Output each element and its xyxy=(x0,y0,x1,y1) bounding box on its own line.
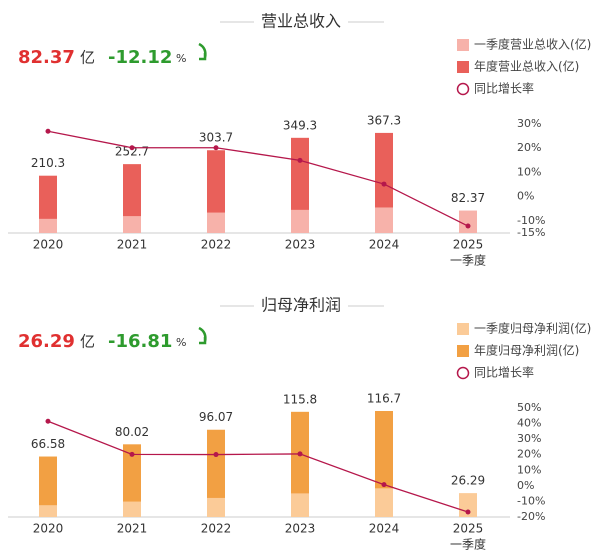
value-label: 210.3 xyxy=(31,156,65,170)
y2-tick-label: 40% xyxy=(517,417,541,430)
growth-point xyxy=(297,157,303,163)
growth-line xyxy=(47,130,469,227)
x-tick-label: 2025 xyxy=(453,522,484,536)
legend-label: 一季度归母净利润(亿) xyxy=(474,321,591,336)
down-arrow xyxy=(198,42,207,61)
x-tick-label: 2022 xyxy=(201,522,232,536)
y2-tick-label: 10% xyxy=(517,463,541,476)
bar xyxy=(207,429,225,517)
legend-swatch xyxy=(457,39,469,51)
y2-tick-label: -20% xyxy=(517,510,545,523)
x-tick-label: 2020 xyxy=(33,522,64,536)
headline-unit: 亿 xyxy=(80,49,95,67)
bar xyxy=(123,501,141,517)
bar xyxy=(207,212,225,233)
chart-0: 营业总收入 82.37 亿 -12.12 % 一季度营业总收入(亿) 年度营业总收入(亿) 同… xyxy=(8,12,591,268)
legend-label: 年度营业总收入(亿) xyxy=(474,59,579,74)
x-tick-label: 2023 xyxy=(285,522,316,536)
bar xyxy=(375,488,393,517)
growth-point xyxy=(381,482,387,488)
growth-point xyxy=(297,451,303,457)
y2-tick-label: -15% xyxy=(517,226,545,239)
y2-tick-label: 0% xyxy=(517,479,534,492)
x-tick-label: 2020 xyxy=(33,238,64,252)
headline-value: 26.29 xyxy=(18,331,75,352)
growth-point xyxy=(129,145,135,151)
legend-swatch xyxy=(457,345,469,357)
value-label: 116.7 xyxy=(367,391,401,405)
value-label: 80.02 xyxy=(115,425,149,439)
bar xyxy=(291,493,309,517)
x-tick-label: 2022 xyxy=(201,238,232,252)
value-label: 115.8 xyxy=(283,392,317,406)
headline-change-unit: % xyxy=(176,336,186,349)
growth-point xyxy=(213,145,219,151)
bar xyxy=(291,209,309,233)
growth-line xyxy=(47,420,469,513)
chart-1: 归母净利润 26.29 亿 -16.81 % 一季度归母净利润(亿) 年度归母净利润(亿) 同… xyxy=(8,296,591,552)
bar xyxy=(207,497,225,517)
legend-label: 年度归母净利润(亿) xyxy=(474,343,579,358)
legend-swatch xyxy=(457,61,469,73)
x-tick-label: 2024 xyxy=(369,522,400,536)
growth-point xyxy=(45,128,51,134)
bar xyxy=(123,444,141,517)
x-tick-label: 2024 xyxy=(369,238,400,252)
x-tick-sublabel: 一季度 xyxy=(450,537,486,552)
y2-tick-label: 30% xyxy=(517,117,541,130)
growth-point xyxy=(213,452,219,458)
legend-label: 一季度营业总收入(亿) xyxy=(474,37,591,52)
x-tick-label: 2023 xyxy=(285,238,316,252)
growth-point xyxy=(465,509,471,515)
bar xyxy=(39,505,57,517)
down-arrow xyxy=(198,326,207,345)
headline-unit: 亿 xyxy=(80,333,95,351)
bar xyxy=(375,207,393,233)
legend-label: 同比增长率 xyxy=(474,81,534,96)
value-label: 349.3 xyxy=(283,118,317,132)
value-label: 367.3 xyxy=(367,113,401,127)
bar xyxy=(123,216,141,233)
value-label: 66.58 xyxy=(31,437,65,451)
bar xyxy=(207,150,225,233)
y2-tick-label: 50% xyxy=(517,401,541,414)
y2-tick-label: -10% xyxy=(517,494,545,507)
legend-label: 同比增长率 xyxy=(474,365,534,380)
headline-change: -12.12 xyxy=(108,47,172,68)
headline-value: 82.37 xyxy=(18,47,75,68)
chart-title: 营业总收入 xyxy=(261,12,341,31)
bar xyxy=(291,411,309,517)
y2-tick-label: 30% xyxy=(517,432,541,445)
bar xyxy=(39,218,57,233)
value-label: 303.7 xyxy=(199,131,233,145)
x-tick-label: 2021 xyxy=(117,238,148,252)
legend-swatch xyxy=(457,323,469,335)
value-label: 26.29 xyxy=(451,474,485,488)
y2-tick-label: 20% xyxy=(517,448,541,461)
growth-point xyxy=(465,223,471,229)
x-tick-label: 2021 xyxy=(117,522,148,536)
value-label: 82.37 xyxy=(451,191,485,205)
bar xyxy=(459,210,477,233)
bar xyxy=(39,175,57,233)
growth-point xyxy=(45,418,51,424)
x-tick-sublabel: 一季度 xyxy=(450,253,486,268)
bar xyxy=(39,456,57,517)
y2-tick-label: -10% xyxy=(517,214,545,227)
y2-tick-label: 10% xyxy=(517,165,541,178)
bar xyxy=(123,164,141,233)
growth-point xyxy=(381,181,387,187)
growth-point xyxy=(129,451,135,457)
chart-title: 归母净利润 xyxy=(261,296,341,315)
y2-tick-label: 20% xyxy=(517,141,541,154)
y2-tick-label: 0% xyxy=(517,190,534,203)
headline-change-unit: % xyxy=(176,52,186,65)
legend-swatch xyxy=(456,82,470,96)
legend-swatch xyxy=(456,366,470,380)
headline-change: -16.81 xyxy=(108,331,172,352)
value-label: 96.07 xyxy=(199,410,233,424)
x-tick-label: 2025 xyxy=(453,238,484,252)
